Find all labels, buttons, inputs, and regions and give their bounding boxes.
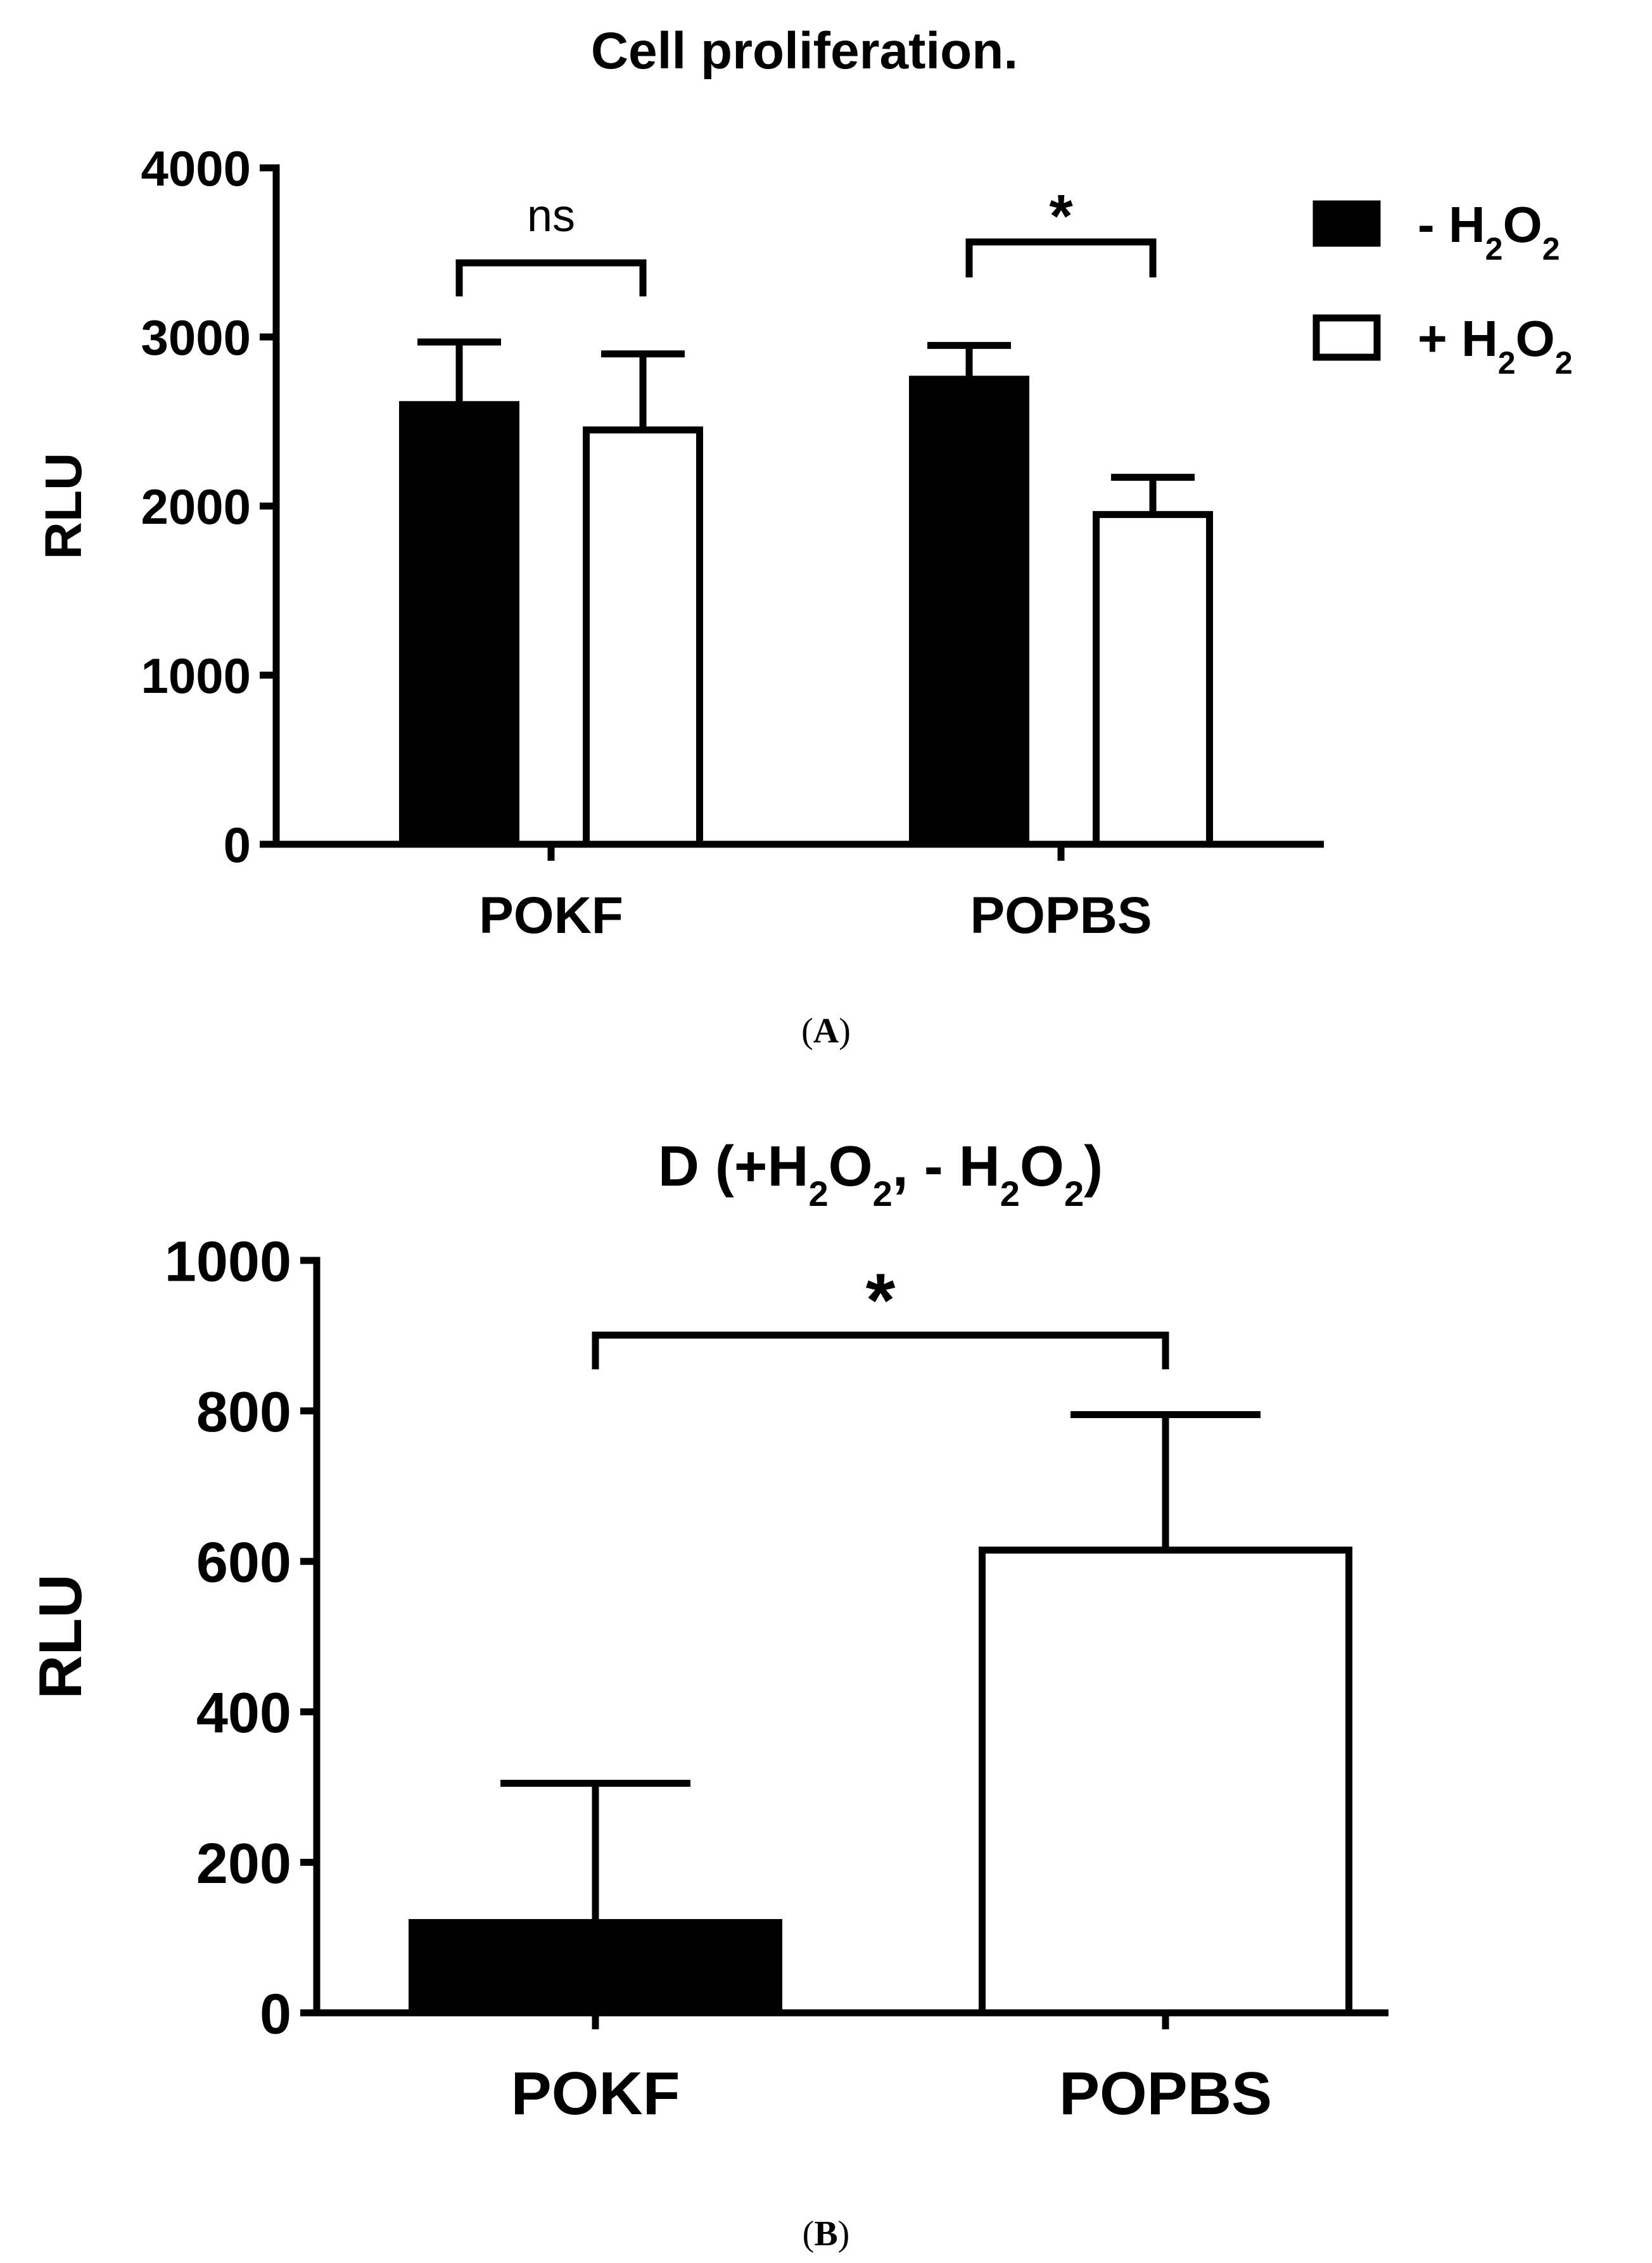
legend-label: - H2O2 bbox=[1418, 196, 1560, 267]
y-tick-label: 1000 bbox=[165, 1230, 291, 1293]
significance-label: * bbox=[866, 1258, 896, 1343]
y-tick-label: 3000 bbox=[141, 310, 251, 365]
y-tick-label: 800 bbox=[196, 1381, 291, 1444]
y-axis-label: RLU bbox=[35, 453, 92, 560]
significance-label: ns bbox=[527, 191, 575, 241]
x-tick-label: POPBS bbox=[970, 887, 1152, 944]
legend-label: + H2O2 bbox=[1418, 310, 1573, 381]
x-tick-label: POPBS bbox=[1059, 2060, 1272, 2127]
y-tick-label: 600 bbox=[196, 1531, 291, 1595]
y-tick-label: 0 bbox=[260, 1982, 291, 2046]
panel-b-label: (B) bbox=[803, 2214, 850, 2253]
legend-swatch bbox=[1312, 200, 1381, 247]
bar bbox=[583, 426, 703, 848]
chart-title: Cell proliferation. bbox=[591, 22, 1018, 80]
chart-title: D (+H2O2, - H2O2) bbox=[658, 1135, 1103, 1214]
bar bbox=[399, 401, 519, 848]
significance-bracket bbox=[592, 1331, 1169, 1369]
legend: - H2O2 + H2O2 bbox=[1312, 196, 1573, 381]
x-tick-label: POKF bbox=[511, 2060, 680, 2127]
bar bbox=[1093, 510, 1213, 848]
y-tick-label: 1000 bbox=[141, 648, 251, 704]
y-tick-label: 400 bbox=[196, 1682, 291, 1745]
significance-bracket bbox=[455, 259, 647, 296]
significance-bracket bbox=[965, 238, 1157, 277]
y-tick-label: 0 bbox=[224, 817, 251, 873]
y-tick-label: 2000 bbox=[141, 479, 251, 535]
bar bbox=[409, 1918, 782, 2017]
y-tick-label: 200 bbox=[196, 1832, 291, 1896]
chart-a: 0 1000 2000 3000 4000 POKF POPBS ns * Cell prolif… bbox=[35, 22, 1573, 944]
panel-a-label: (A) bbox=[801, 1011, 851, 1051]
y-axis-label: RLU bbox=[27, 1574, 94, 1699]
chart-b: 0 200 400 600 800 1000 POKF POPBS * D (+H2O2, - H… bbox=[27, 1135, 1388, 2127]
legend-swatch bbox=[1312, 314, 1381, 361]
bar bbox=[979, 1546, 1352, 2017]
significance-label: * bbox=[1049, 182, 1073, 250]
y-tick-label: 4000 bbox=[141, 141, 251, 196]
bar bbox=[909, 376, 1029, 848]
x-tick-label: POKF bbox=[479, 887, 623, 944]
